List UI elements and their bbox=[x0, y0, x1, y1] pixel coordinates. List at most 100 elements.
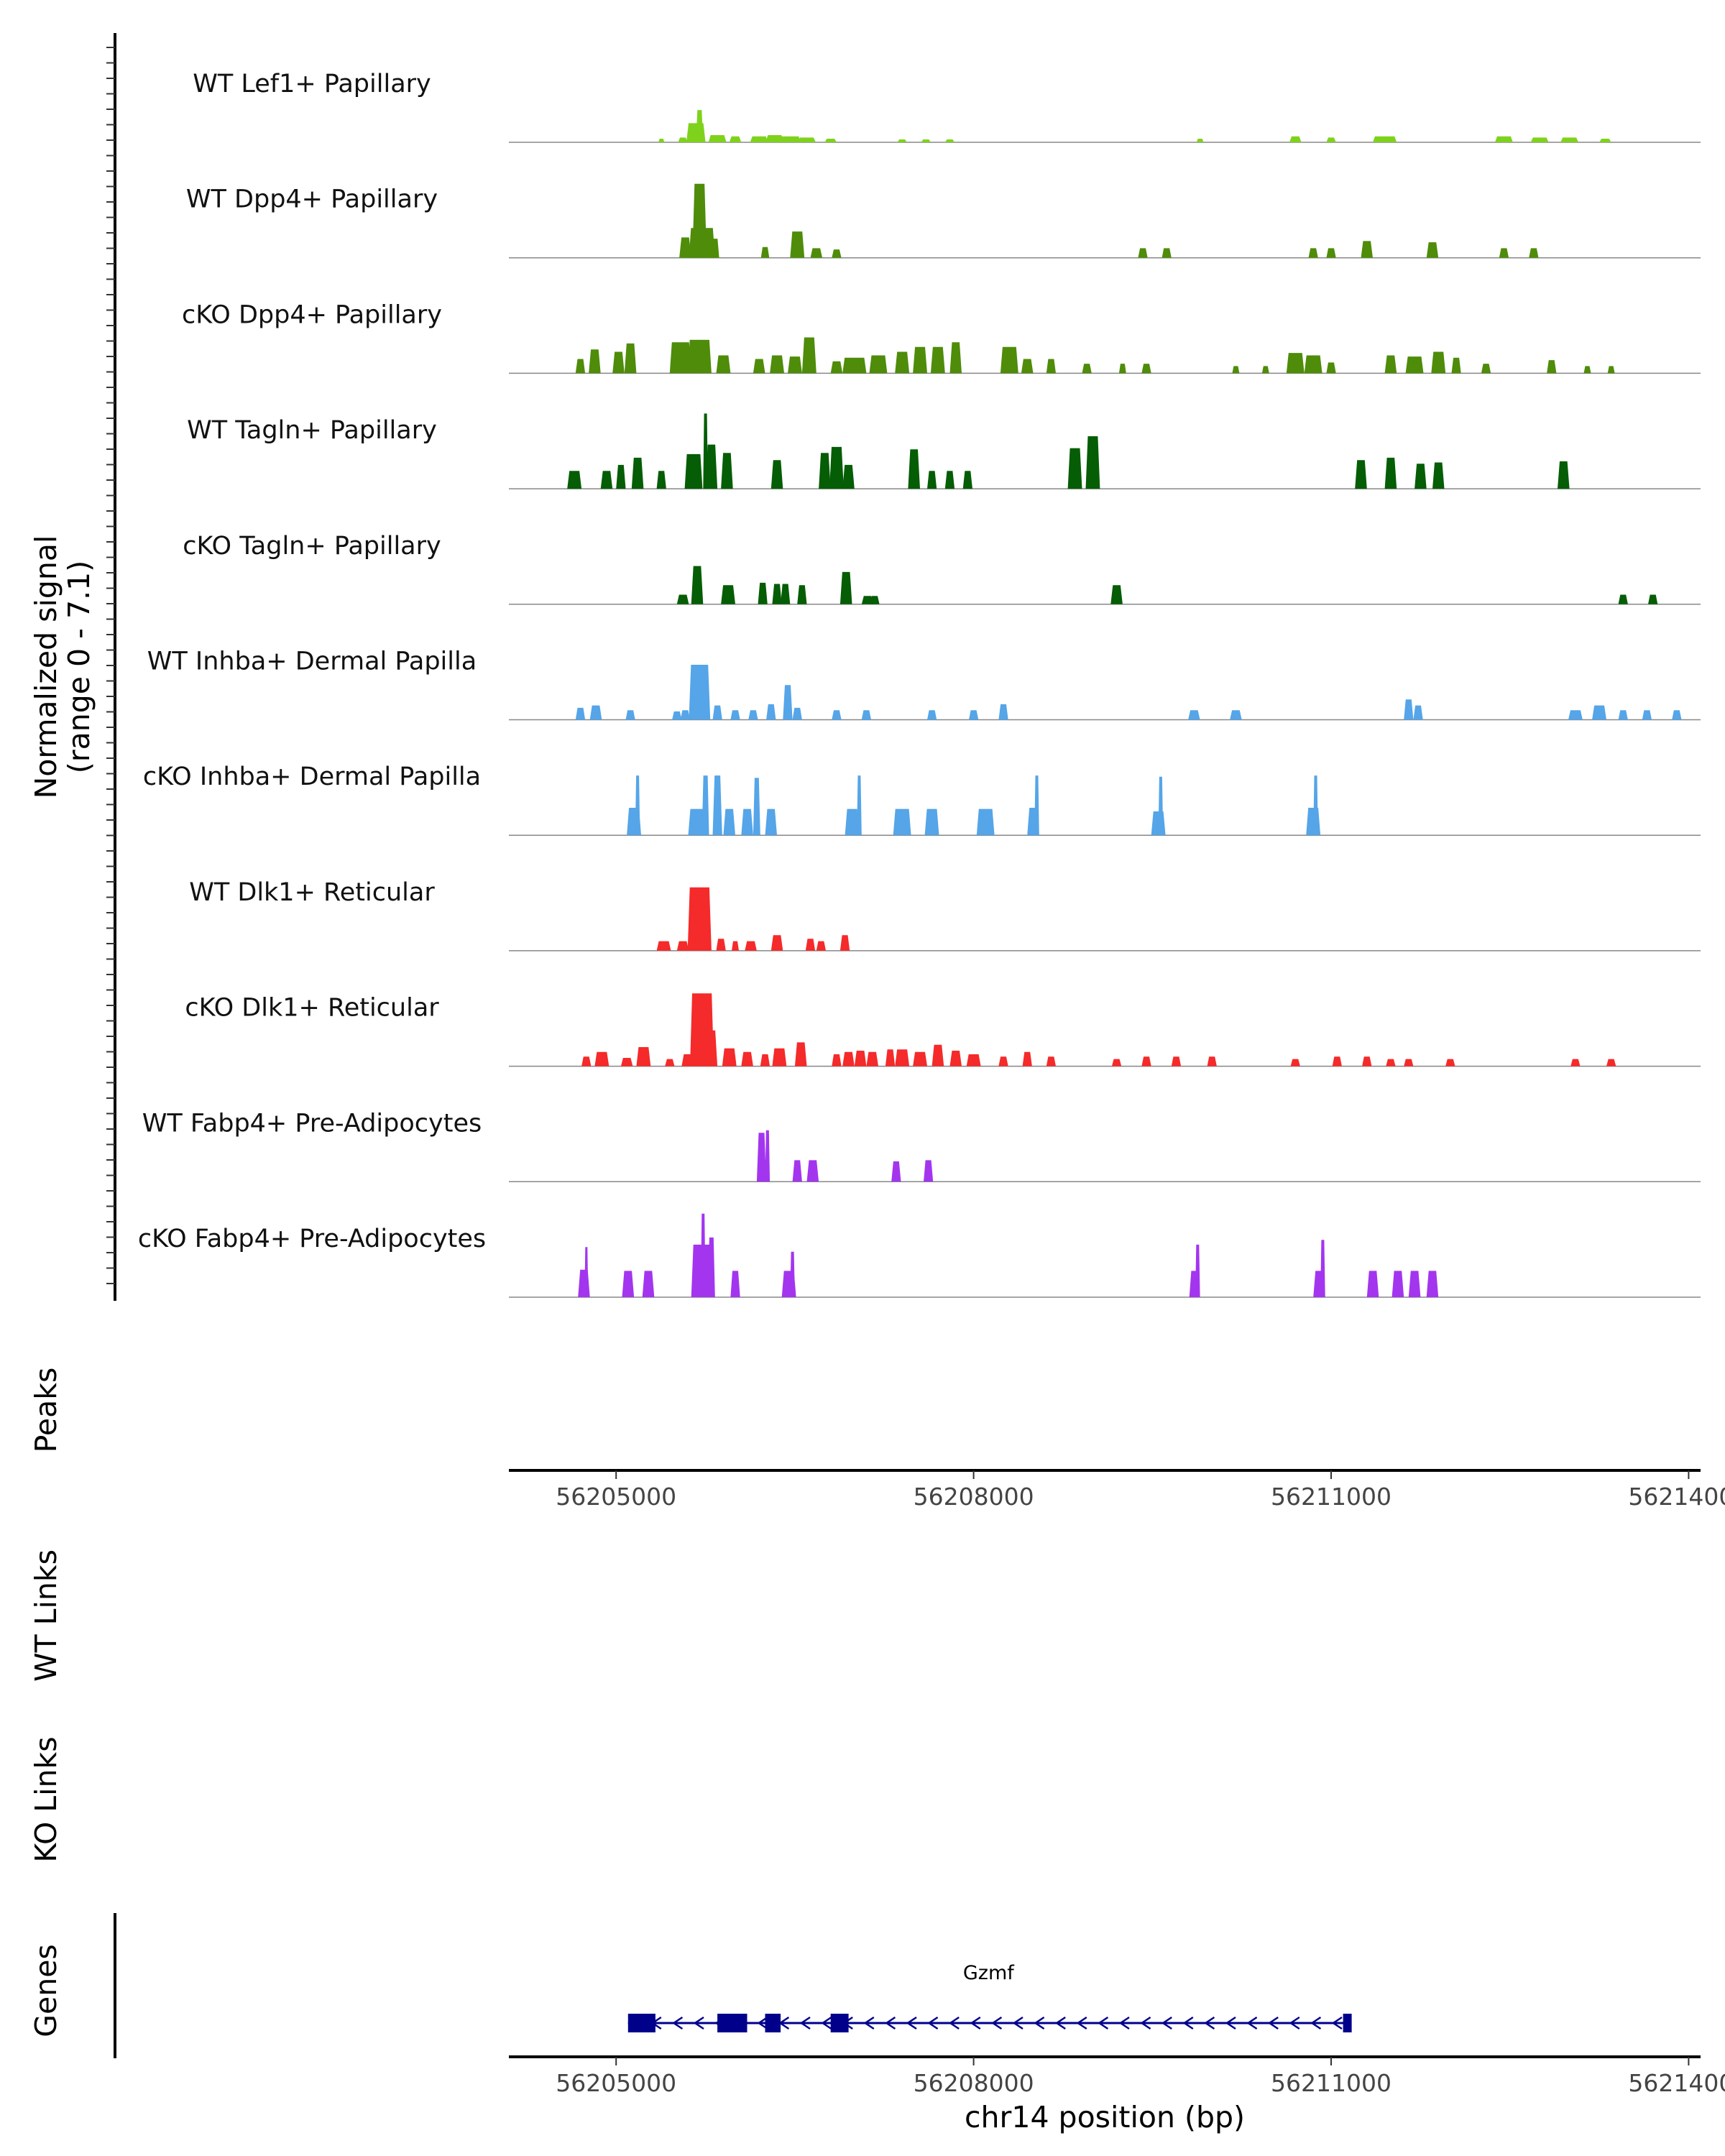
coverage-peak bbox=[1426, 1271, 1439, 1297]
coverage-peak bbox=[707, 1237, 715, 1297]
coverage-peak bbox=[1230, 710, 1242, 720]
coverage-peak bbox=[1373, 136, 1397, 142]
coverage-peak bbox=[745, 941, 757, 951]
strand-arrow bbox=[799, 2016, 811, 2030]
coverage-peak bbox=[797, 585, 807, 604]
coverage-peak bbox=[895, 351, 910, 374]
coverage-peak bbox=[1085, 436, 1100, 489]
coverage-peak bbox=[1592, 705, 1606, 720]
coverage-peak bbox=[1067, 448, 1082, 489]
x-tick-label: 56205000 bbox=[556, 2069, 676, 2097]
coverage-peak bbox=[1432, 462, 1445, 489]
coverage-peak bbox=[1384, 355, 1397, 374]
coverage-peak bbox=[832, 1054, 842, 1067]
coverage-peak bbox=[829, 446, 844, 489]
coverage-peak bbox=[1445, 1059, 1455, 1067]
coverage-peak bbox=[770, 460, 783, 489]
coverage-peak bbox=[1560, 137, 1579, 142]
coverage-peak bbox=[753, 778, 760, 836]
coverage-peak bbox=[656, 941, 671, 951]
coverage-peak bbox=[750, 136, 768, 142]
strand-arrow bbox=[672, 2016, 684, 2030]
coverage-track: WT Tagln+ Papillary bbox=[187, 413, 1701, 489]
strand-arrow bbox=[970, 2016, 981, 2030]
coverage-peak bbox=[691, 566, 704, 604]
coverage-peak bbox=[1196, 139, 1204, 142]
coverage-peak bbox=[842, 357, 867, 374]
coverage-peak bbox=[581, 1056, 592, 1067]
strand-arrow bbox=[948, 2016, 960, 2030]
coverage-peak bbox=[688, 808, 707, 836]
strand-arrow bbox=[821, 2016, 832, 2030]
coverage-peak bbox=[1286, 353, 1305, 374]
coverage-peak bbox=[1320, 1240, 1325, 1297]
coverage-peak bbox=[732, 941, 739, 951]
coverage-peak bbox=[705, 1030, 718, 1067]
coverage-peak bbox=[622, 1271, 635, 1297]
coverage-peak bbox=[1082, 364, 1092, 374]
coverage-peak bbox=[998, 1056, 1008, 1067]
coverage-peak bbox=[672, 711, 682, 720]
coverage-peak bbox=[1570, 1059, 1581, 1067]
coverage-peak bbox=[781, 584, 791, 604]
coverage-peak bbox=[635, 775, 640, 836]
coverage-peak bbox=[842, 464, 855, 489]
coverage-peak bbox=[1313, 775, 1318, 836]
strand-arrow bbox=[1225, 2016, 1236, 2030]
coverage-peak bbox=[962, 471, 972, 489]
track-label: cKO Dlk1+ Reticular bbox=[185, 994, 439, 1023]
track-label: cKO Fabp4+ Pre-Adipocytes bbox=[138, 1225, 486, 1253]
strand-arrow bbox=[885, 2016, 896, 2030]
coverage-peak bbox=[680, 710, 690, 720]
coverage-peak bbox=[770, 355, 784, 374]
coverage-peak bbox=[772, 584, 782, 604]
coverage-peak bbox=[642, 1271, 655, 1297]
coverage-peak bbox=[801, 337, 816, 374]
gene-model-gzmf bbox=[627, 2014, 1352, 2032]
coverage-peak bbox=[1413, 705, 1423, 720]
coverage-peak bbox=[1171, 1056, 1182, 1067]
coverage-peak bbox=[794, 1042, 807, 1067]
coverage-peak bbox=[805, 939, 816, 951]
track-label: WT Dlk1+ Reticular bbox=[189, 878, 435, 907]
coverage-peak bbox=[832, 710, 842, 720]
coverage-peak bbox=[1151, 811, 1166, 836]
coverage-peak bbox=[687, 339, 712, 374]
x-tick-label: 56214000 bbox=[1628, 2069, 1725, 2097]
strand-arrow bbox=[693, 2016, 704, 2030]
coverage-peak bbox=[891, 1161, 901, 1182]
coverage-peak bbox=[927, 710, 937, 720]
coverage-peak bbox=[840, 571, 852, 604]
strand-arrow bbox=[1204, 2016, 1215, 2030]
coverage-peak bbox=[741, 808, 753, 836]
coverage-peak bbox=[721, 585, 735, 604]
x-tick-label: 56211000 bbox=[1271, 1483, 1392, 1511]
coverage-peak bbox=[924, 808, 939, 836]
coverage-peak bbox=[716, 355, 731, 374]
coverage-peak bbox=[824, 139, 837, 142]
coverage-peak bbox=[969, 710, 979, 720]
coverage-peak bbox=[1308, 248, 1318, 258]
coverage-peak bbox=[1000, 346, 1018, 374]
coverage-peak bbox=[866, 1051, 878, 1067]
coverage-peak bbox=[723, 808, 735, 836]
coverage-peak bbox=[788, 356, 802, 374]
coverage-peak bbox=[830, 361, 843, 374]
coverage-peak bbox=[1304, 355, 1322, 374]
gene-exon bbox=[765, 2014, 781, 2032]
coverage-peak bbox=[897, 139, 907, 142]
strand-arrow bbox=[1246, 2016, 1258, 2030]
gene-exon bbox=[717, 2014, 748, 2032]
coverage-peak bbox=[678, 137, 688, 142]
genes-x-axis-ticks: 56205000 56208000 56211000 56214000 bbox=[556, 2057, 1725, 2097]
coverage-peak bbox=[1141, 1056, 1151, 1067]
x-tick-label: 56208000 bbox=[914, 1483, 1034, 1511]
coverage-peak bbox=[624, 343, 637, 374]
coverage-peak bbox=[1232, 366, 1240, 374]
coverage-peak bbox=[625, 710, 635, 720]
coverage-peak bbox=[708, 135, 727, 142]
coverage-track: cKO Fabp4+ Pre-Adipocytes bbox=[138, 1213, 1701, 1298]
strand-arrow bbox=[1289, 2016, 1300, 2030]
strand-arrow bbox=[1331, 2016, 1343, 2030]
